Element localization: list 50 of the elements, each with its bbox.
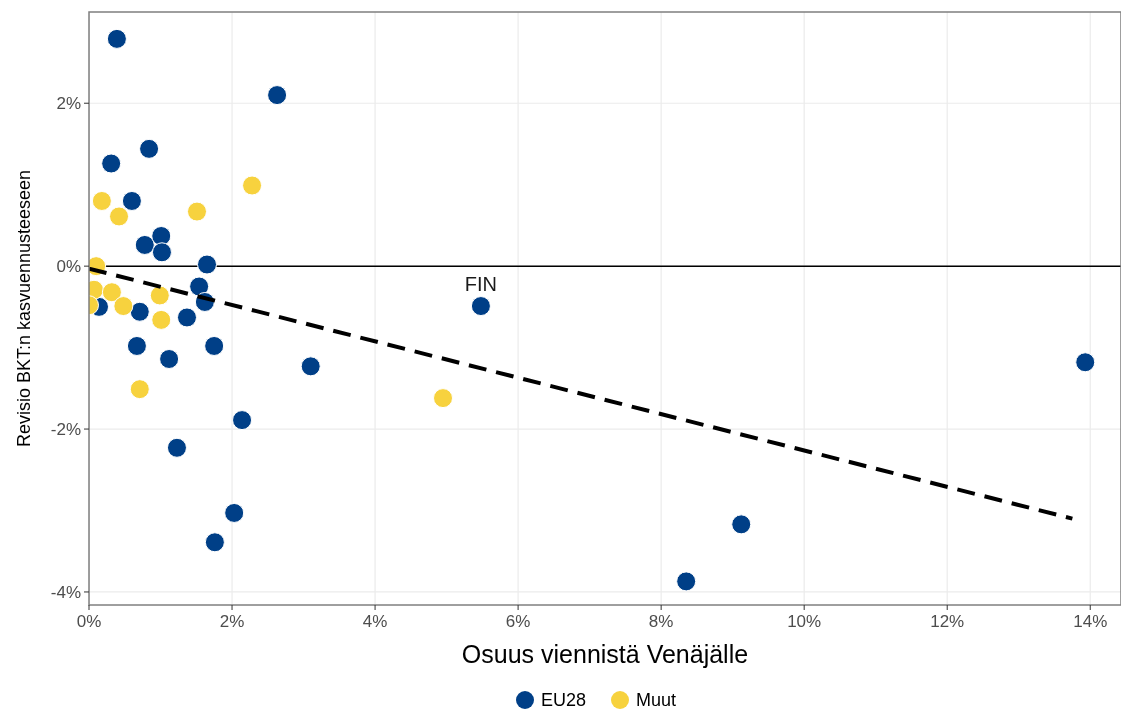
point <box>151 242 172 263</box>
point <box>731 514 752 535</box>
x-tick-label: 12% <box>930 612 965 631</box>
point <box>101 282 122 303</box>
x-tick-label: 8% <box>648 612 674 631</box>
x-tick-label: 4% <box>362 612 388 631</box>
point <box>91 190 112 211</box>
point <box>121 190 142 211</box>
legend-label: EU28 <box>541 690 587 710</box>
annotation: FIN <box>464 273 498 296</box>
legend-label: Muut <box>636 690 677 710</box>
point <box>470 296 491 317</box>
point <box>176 307 197 328</box>
x-tick-label: 2% <box>219 612 245 631</box>
point <box>433 388 454 409</box>
x-tick-label: 10% <box>787 612 822 631</box>
point <box>1075 352 1096 373</box>
x-tick-label: 6% <box>505 612 531 631</box>
point <box>134 234 155 255</box>
point <box>189 276 210 297</box>
y-tick-label: -2% <box>50 420 81 440</box>
point <box>204 335 225 356</box>
point <box>129 301 150 322</box>
point <box>267 85 288 106</box>
point <box>106 28 127 49</box>
point <box>242 175 263 196</box>
y-tick-label: 2% <box>56 94 81 114</box>
point <box>204 532 225 553</box>
point <box>126 335 147 356</box>
point <box>224 502 245 523</box>
point <box>159 349 180 369</box>
point <box>232 410 253 431</box>
x-tick-label: 0% <box>76 612 102 631</box>
y-axis-title: Revisio BKT:n kasvuennusteeseen <box>14 169 34 448</box>
point <box>676 571 697 592</box>
point <box>197 254 217 275</box>
point <box>109 206 130 227</box>
point <box>151 309 172 330</box>
point <box>129 379 150 400</box>
point <box>139 138 160 159</box>
y-tick-label: -4% <box>50 582 81 602</box>
point <box>113 296 134 317</box>
y-tick-label: 0% <box>56 257 81 277</box>
point <box>101 153 122 174</box>
x-axis-title: Osuus viennistä Venäjälle <box>461 640 749 668</box>
point <box>149 285 170 306</box>
x-tick-label: 14% <box>1073 612 1108 631</box>
point <box>300 356 321 377</box>
point <box>166 437 187 458</box>
point <box>186 201 207 222</box>
